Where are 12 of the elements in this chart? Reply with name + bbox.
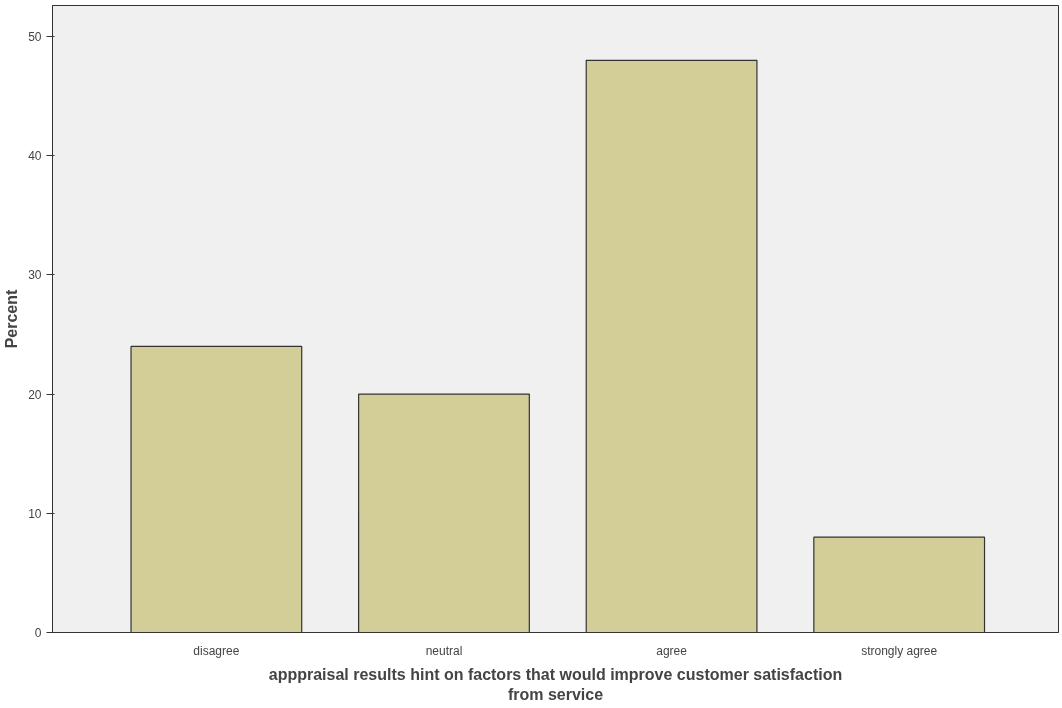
y-tick-label: 0 (34, 626, 42, 640)
y-tick-label: 50 (28, 29, 42, 44)
x-tick-label: agree (656, 643, 688, 658)
y-tick-label: 40 (28, 149, 42, 164)
y-tick-label: 10 (28, 506, 42, 521)
x-tick-label: strongly agree (861, 643, 938, 658)
y-tick-label: 30 (28, 268, 42, 283)
y-tick-label: 20 (28, 387, 42, 402)
x-axis-title: apppraisal results hint on factors that would improve customer satisfaction from service (268, 665, 843, 703)
x-tick-label: neutral (425, 643, 463, 658)
y-axis-title: Percent (3, 288, 21, 349)
x-tick-label: disagree (193, 643, 240, 658)
